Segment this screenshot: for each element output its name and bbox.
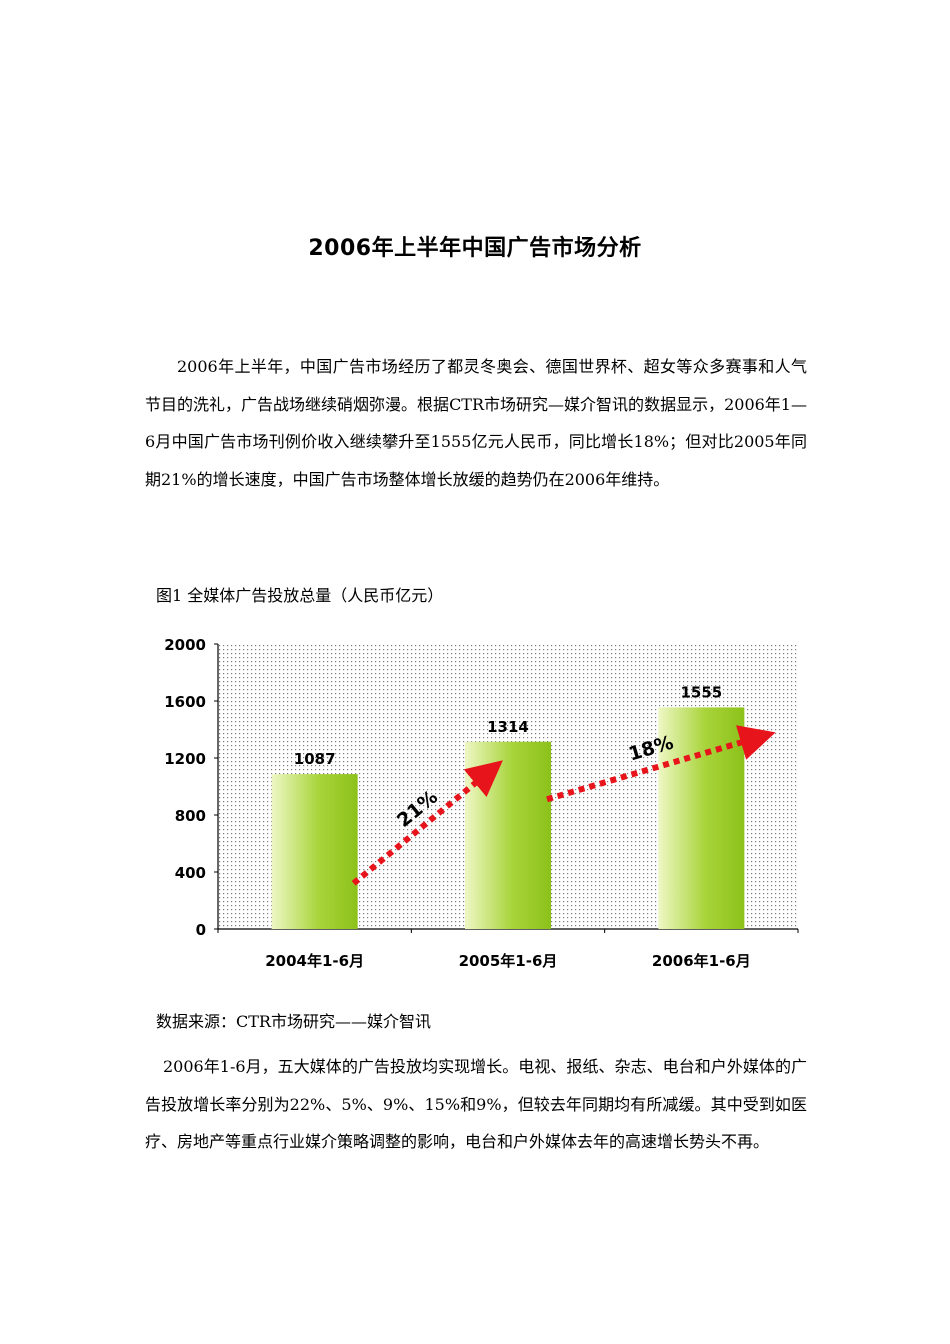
bar-value-label: 1314: [487, 718, 529, 736]
y-tick-label: 1600: [164, 693, 206, 711]
bar: [465, 741, 551, 929]
y-tick-label: 0: [196, 921, 206, 939]
bar: [271, 774, 358, 929]
paragraph-media: 2006年1-6月，五大媒体的广告投放均实现增长。电视、报纸、杂志、电台和户外媒…: [145, 1048, 807, 1161]
y-tick-label: 1200: [164, 750, 206, 768]
document-title: 2006年上半年中国广告市场分析: [308, 236, 642, 261]
x-category-label: 2004年1-6月: [265, 952, 364, 970]
y-tick-label: 2000: [164, 636, 206, 654]
x-category-label: 2006年1-6月: [652, 952, 751, 970]
y-tick-label: 800: [175, 807, 206, 825]
paragraph-intro: 2006年上半年，中国广告市场经历了都灵冬奥会、德国世界杯、超女等众多赛事和人气…: [145, 348, 807, 498]
figure-caption: 图1 全媒体广告投放总量（人民币亿元）: [156, 586, 444, 605]
x-category-label: 2005年1-6月: [459, 952, 558, 970]
paragraph-media-text: 2006年1-6月，五大媒体的广告投放均实现增长。电视、报纸、杂志、电台和户外媒…: [145, 1057, 807, 1151]
ad-spend-bar-chart: 0 400 800 1200 1600 2000 1087 1314 1555 2004年1-6月…: [164, 636, 799, 970]
growth-arrow: [351, 760, 503, 886]
growth-arrow: [546, 725, 776, 803]
bar-value-label: 1555: [680, 683, 722, 701]
bar-value-label: 1087: [294, 750, 336, 768]
y-tick-label: 400: [175, 864, 206, 882]
source-caption: 数据来源：CTR市场研究——媒介智讯: [156, 1012, 431, 1031]
paragraph-intro-text: 2006年上半年，中国广告市场经历了都灵冬奥会、德国世界杯、超女等众多赛事和人气…: [145, 357, 807, 489]
